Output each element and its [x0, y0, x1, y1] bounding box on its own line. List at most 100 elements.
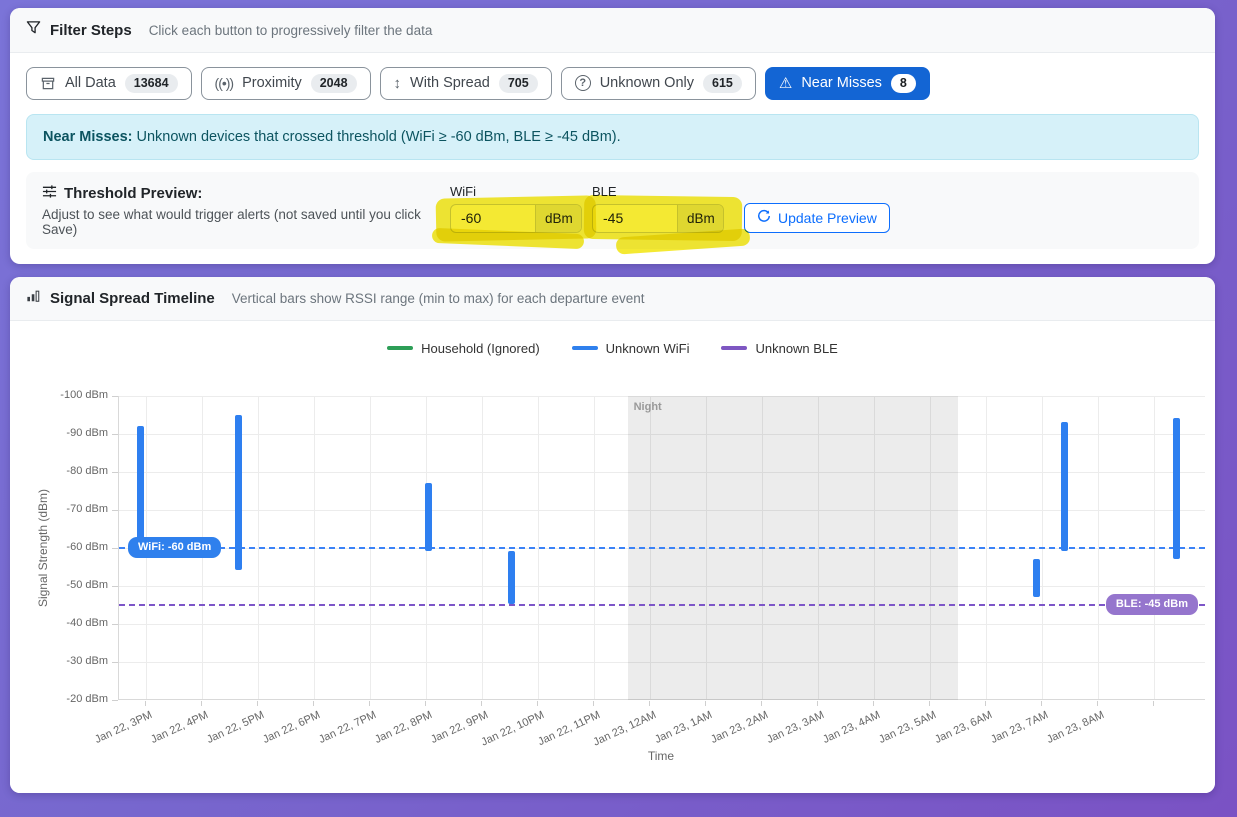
rssi-bar	[235, 414, 243, 571]
x-tick-mark	[481, 700, 482, 706]
y-tick-mark	[112, 471, 118, 473]
rssi-bar	[425, 482, 433, 552]
chart-plot-area[interactable]: Night WiFi: -60 dBm BLE: -45 dBm	[118, 395, 1205, 700]
update-preview-button[interactable]: Update Preview	[744, 202, 890, 233]
y-tick-mark	[112, 509, 118, 511]
grid-line-y	[119, 509, 1205, 511]
banner-bold-text: Near Misses:	[43, 128, 133, 145]
y-tick-label: -100 dBm	[60, 388, 108, 401]
filter-button-label: All Data	[65, 75, 116, 92]
legend-swatch-unknown-ble	[721, 346, 748, 350]
filter-steps-header: Filter Steps Click each button to progre…	[10, 8, 1215, 53]
y-tick-label: -40 dBm	[66, 616, 108, 629]
y-tick-mark	[112, 661, 118, 663]
panel-subtitle: Vertical bars show RSSI range (min to ma…	[231, 290, 645, 306]
warning-icon: ⚠	[778, 74, 793, 92]
question-icon: ?	[574, 75, 591, 92]
legend-item-unknown-wifi[interactable]: Unknown WiFi	[571, 340, 690, 356]
y-tick-mark	[112, 623, 118, 625]
rssi-bar	[1060, 422, 1068, 552]
ble-threshold-field: BLE dBm	[583, 183, 751, 255]
filter-button-label: Near Misses	[801, 75, 882, 92]
rssi-bar	[1032, 558, 1040, 597]
threshold-description: Adjust to see what would trigger alerts …	[42, 206, 421, 237]
legend-item-unknown-ble[interactable]: Unknown BLE	[721, 340, 838, 356]
wifi-unit-suffix: dBm	[535, 204, 581, 232]
ble-threshold-input[interactable]	[593, 204, 677, 232]
x-tick-label: Jan 23, 8AM	[1045, 708, 1107, 746]
filter-button-unknown-only[interactable]: ? Unknown Only 615	[560, 67, 756, 100]
filter-button-label: With Spread	[410, 75, 490, 92]
y-tick-mark	[112, 433, 118, 435]
y-tick-mark	[112, 585, 118, 587]
update-preview-label: Update Preview	[778, 209, 877, 226]
signal-spread-chart[interactable]: Household (Ignored) Unknown WiFi Unknown…	[10, 320, 1215, 793]
x-tick-label: Jan 22, 8PM	[373, 708, 435, 746]
legend-item-household[interactable]: Household (Ignored)	[387, 341, 540, 356]
y-tick-mark	[112, 395, 118, 397]
x-tick-label: Jan 23, 2AM	[709, 708, 771, 746]
filter-button-row: All Data 13684 ((•)) Proximity 2048 ↕ Wi…	[26, 67, 1199, 100]
panel-title: Filter Steps	[50, 21, 132, 39]
y-tick-label: -30 dBm	[66, 654, 108, 667]
x-tick-label: Jan 23, 7AM	[989, 708, 1051, 746]
threshold-line-ble	[119, 603, 1205, 606]
x-tick-label: Jan 22, 10PM	[479, 708, 547, 749]
count-badge: 2048	[310, 74, 357, 93]
rssi-bar	[136, 425, 144, 544]
spread-icon: ↕	[393, 74, 402, 92]
x-tick-label: Jan 22, 11PM	[536, 708, 603, 748]
count-badge: 615	[703, 74, 742, 93]
filter-button-near-misses[interactable]: ⚠ Near Misses 8	[764, 67, 930, 100]
threshold-title: Threshold Preview:	[64, 184, 203, 202]
x-tick-mark	[425, 700, 426, 706]
grid-line-y	[119, 471, 1205, 473]
count-badge: 8	[890, 74, 916, 93]
x-tick-mark	[537, 700, 538, 706]
filter-button-all-data[interactable]: All Data 13684	[26, 67, 192, 100]
y-tick-label: -60 dBm	[66, 540, 108, 553]
x-axis-title: Time	[647, 748, 675, 763]
filter-steps-panel: Filter Steps Click each button to progre…	[10, 8, 1215, 264]
wifi-field-label: WiFi	[450, 183, 476, 199]
ble-unit-suffix: dBm	[677, 204, 723, 232]
filter-button-with-spread[interactable]: ↕ With Spread 705	[379, 67, 552, 100]
signal-spread-header: Signal Spread Timeline Vertical bars sho…	[10, 276, 1215, 321]
x-tick-mark	[593, 700, 594, 706]
threshold-line-wifi	[119, 546, 1205, 549]
x-tick-mark	[145, 700, 146, 706]
x-tick-label: Jan 23, 5AM	[877, 708, 939, 746]
x-tick-mark	[985, 700, 986, 706]
grid-line-y	[119, 623, 1205, 625]
rssi-bar	[1172, 418, 1180, 559]
y-tick-label: -20 dBm	[66, 692, 108, 705]
filter-button-label: Unknown Only	[599, 75, 694, 92]
y-tick-mark	[112, 699, 118, 701]
signal-icon: ((•))	[214, 75, 235, 92]
x-tick-label: Jan 23, 3AM	[765, 708, 827, 746]
x-tick-label: Jan 22, 5PM	[205, 708, 267, 746]
legend-swatch-household	[387, 346, 414, 350]
banner-text: Unknown devices that crossed threshold (…	[132, 128, 621, 145]
x-tick-mark	[313, 700, 314, 706]
wifi-threshold-input[interactable]	[451, 204, 535, 232]
x-tick-label: Jan 22, 7PM	[317, 708, 379, 746]
x-tick-label: Jan 23, 4AM	[821, 708, 883, 746]
threshold-pill-ble: BLE: -45 dBm	[1105, 593, 1198, 615]
x-tick-label: Jan 22, 3PM	[93, 708, 155, 746]
funnel-icon	[26, 20, 41, 40]
legend-swatch-unknown-wifi	[571, 346, 598, 350]
legend-label: Unknown WiFi	[605, 340, 690, 356]
x-tick-mark	[369, 700, 370, 706]
y-tick-mark	[112, 547, 118, 549]
signal-spread-panel: Signal Spread Timeline Vertical bars sho…	[10, 276, 1215, 793]
refresh-icon	[757, 209, 771, 226]
bar-chart-icon	[26, 289, 41, 308]
legend-label: Unknown BLE	[755, 340, 838, 356]
filter-button-proximity[interactable]: ((•)) Proximity 2048	[200, 67, 371, 100]
panel-subtitle: Click each button to progressively filte…	[148, 22, 433, 38]
ble-field-label: BLE	[592, 183, 617, 199]
rssi-bar	[507, 551, 515, 605]
panel-title: Signal Spread Timeline	[50, 289, 215, 307]
x-tick-label: Jan 23, 12AM	[591, 708, 659, 749]
